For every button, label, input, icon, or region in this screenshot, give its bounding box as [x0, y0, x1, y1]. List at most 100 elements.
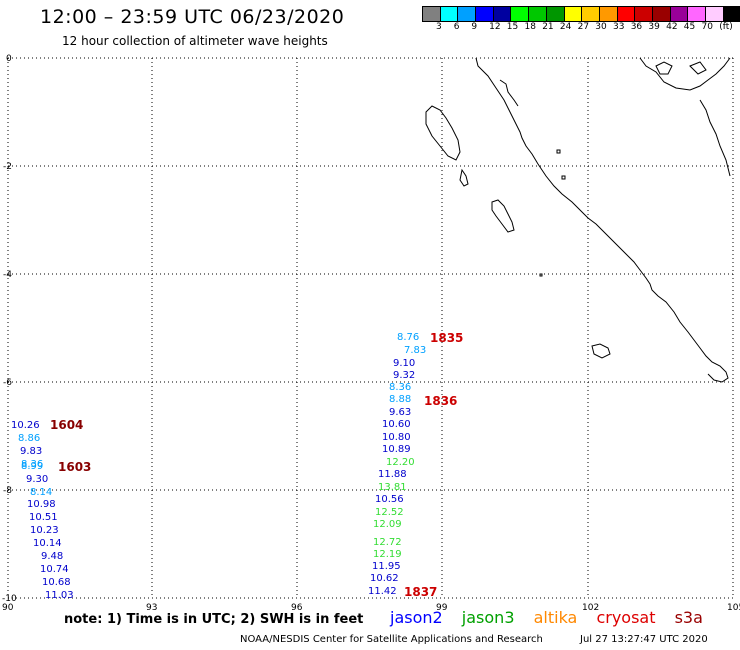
legend-swatch — [564, 7, 583, 21]
page-subtitle: 12 hour collection of altimeter wave hei… — [62, 34, 328, 48]
north-coastline — [639, 57, 731, 91]
wave-height-value: 10.26 — [11, 420, 40, 431]
legend-label: 36 — [630, 22, 643, 32]
legend-swatch — [458, 7, 477, 21]
wave-height-value: 8.36 — [389, 382, 412, 393]
legend-swatch — [599, 7, 618, 21]
satellite-legend: jason2 jason3 altika cryosat s3a — [390, 608, 717, 627]
latitude-tick-label: -8 — [3, 486, 12, 496]
longitude-tick-label: 90 — [2, 603, 14, 613]
credit-line: NOAA/NESDIS Center for Satellite Applica… — [240, 634, 543, 645]
eastern-coastline — [699, 99, 731, 177]
wave-height-value: 12.19 — [373, 549, 402, 560]
wave-height-value: 10.68 — [42, 577, 71, 588]
wave-height-value: 10.74 — [40, 564, 69, 575]
track-time-label: 1836 — [424, 394, 458, 408]
track-time-label: 1604 — [50, 418, 84, 432]
legend-swatch — [652, 7, 671, 21]
wave-height-value: 11.42 — [368, 586, 397, 597]
track-time-label: 1603 — [58, 460, 92, 474]
units-note: note: 1) Time is in UTC; 2) SWH is in fe… — [64, 612, 364, 627]
legend-swatch — [688, 7, 706, 21]
satellite-s3a: s3a — [674, 608, 703, 627]
wave-height-value: 10.89 — [382, 444, 411, 455]
northeast-islands — [655, 61, 707, 75]
wave-height-value: 9.83 — [20, 446, 43, 457]
satellite-jason2: jason2 — [390, 608, 443, 627]
mainland-coastline — [475, 57, 729, 383]
map-grid — [7, 57, 734, 599]
wave-height-value: 11.03 — [45, 590, 74, 601]
wave-height-value: 10.23 — [30, 525, 59, 536]
legend-swatch — [706, 7, 724, 21]
satellite-jason3: jason3 — [461, 608, 515, 627]
legend-label: 24 — [559, 22, 572, 32]
legend-label: 12 — [489, 22, 501, 32]
wave-height-value: 8.86 — [18, 433, 41, 444]
legend-swatch — [617, 7, 636, 21]
legend-swatch — [670, 7, 689, 21]
legend-swatch — [476, 7, 494, 21]
island-dot-2 — [561, 175, 566, 180]
legend-label: 15 — [506, 22, 519, 32]
wave-height-value: 7.83 — [404, 345, 427, 356]
longitude-tick-label: 99 — [436, 603, 448, 613]
island-dot-1 — [556, 149, 561, 154]
legend-label: 27 — [577, 22, 590, 32]
wave-height-value: 10.14 — [33, 538, 62, 549]
legend-swatch — [423, 7, 441, 21]
latitude-tick-label: 0 — [6, 54, 12, 64]
legend-label: 6 — [453, 22, 460, 32]
wave-height-value: 9.32 — [393, 370, 416, 381]
satellite-cryosat: cryosat — [596, 608, 656, 627]
legend-swatch — [582, 7, 600, 21]
latitude-tick-label: -2 — [3, 162, 12, 172]
longitude-tick-label: 93 — [146, 603, 158, 613]
wave-height-value: 12.09 — [373, 519, 402, 530]
peninsula-coastline — [499, 79, 519, 107]
island-medium — [491, 199, 515, 233]
longitude-tick-label: 102 — [582, 603, 600, 613]
wave-height-value: 10.60 — [382, 419, 411, 430]
wave-height-value: 8.76 — [397, 332, 420, 343]
wave-height-value: 10.51 — [29, 512, 58, 523]
longitude-tick-label: 96 — [291, 603, 303, 613]
legend-swatch — [511, 7, 530, 21]
legend-swatch — [440, 7, 459, 21]
legend-label: 33 — [613, 22, 625, 32]
legend-label: 21 — [542, 22, 554, 32]
track-time-label: 1835 — [430, 331, 464, 345]
wave-height-value: 11.88 — [378, 469, 407, 480]
legend-swatch — [529, 7, 547, 21]
legend-label: (ft) — [719, 22, 733, 32]
wave-height-value: 8.14 — [30, 487, 53, 498]
wave-height-value: 8.88 — [389, 394, 412, 405]
latitude-tick-label: -4 — [3, 270, 12, 280]
legend-label: 42 — [666, 22, 678, 32]
latitude-tick-label: -10 — [2, 594, 17, 604]
legend-label: 3 — [436, 22, 442, 32]
legend-label: 9 — [471, 22, 478, 32]
legend-swatch — [723, 7, 740, 21]
wave-height-value: 9.10 — [393, 358, 416, 369]
legend-swatch — [546, 7, 565, 21]
wave-height-value: 12.52 — [375, 507, 404, 518]
wave-height-value: 9.30 — [26, 474, 49, 485]
legend-swatch — [493, 7, 512, 21]
satellite-altika: altika — [533, 608, 578, 627]
island-small-2 — [459, 168, 469, 187]
legend-label: 18 — [524, 22, 536, 32]
page-title: 12:00 – 23:59 UTC 06/23/2020 — [40, 6, 345, 28]
wave-height-value: 10.56 — [375, 494, 404, 505]
wave-height-value: 11.95 — [372, 561, 401, 572]
wave-height-value: 12.72 — [373, 537, 402, 548]
generation-timestamp: Jul 27 13:27:47 UTC 2020 — [580, 634, 708, 645]
island-large — [425, 105, 461, 161]
coastline — [425, 57, 731, 383]
wave-height-value: 13.81 — [378, 482, 407, 493]
wave-height-value: 9.63 — [389, 407, 412, 418]
wave-height-value: 9.48 — [41, 551, 64, 562]
legend-label: 45 — [683, 22, 696, 32]
legend-swatch — [635, 7, 653, 21]
